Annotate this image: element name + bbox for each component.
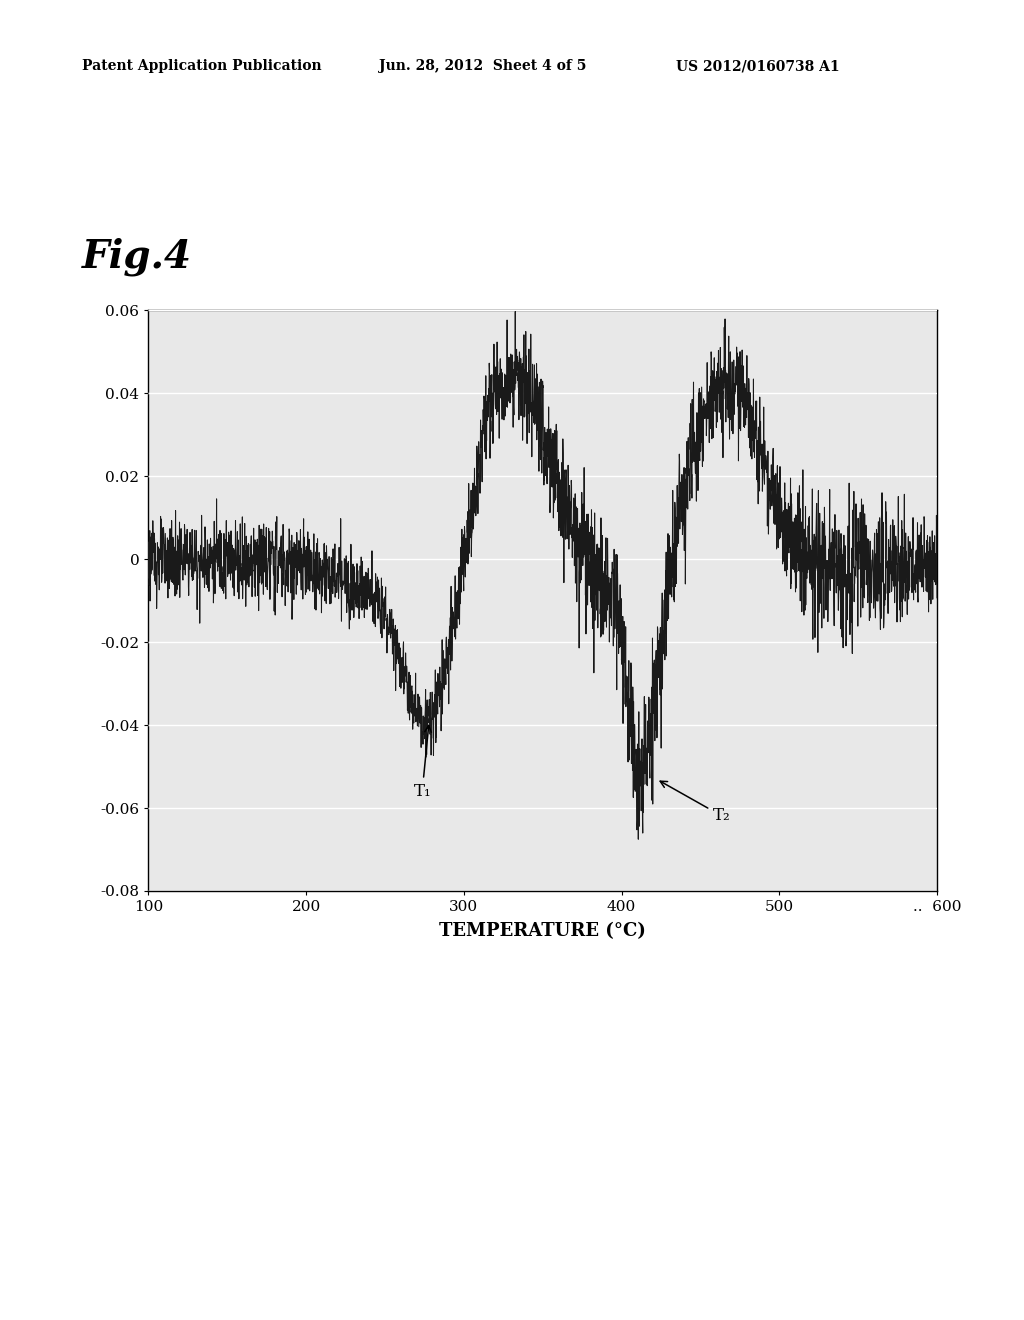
Text: Fig.4: Fig.4 xyxy=(82,238,191,276)
Text: T₂: T₂ xyxy=(660,781,731,825)
X-axis label: TEMPERATURE (°C): TEMPERATURE (°C) xyxy=(439,923,646,940)
Text: Jun. 28, 2012  Sheet 4 of 5: Jun. 28, 2012 Sheet 4 of 5 xyxy=(379,59,587,74)
Text: US 2012/0160738 A1: US 2012/0160738 A1 xyxy=(676,59,840,74)
Text: T₁: T₁ xyxy=(414,726,431,800)
Text: Patent Application Publication: Patent Application Publication xyxy=(82,59,322,74)
